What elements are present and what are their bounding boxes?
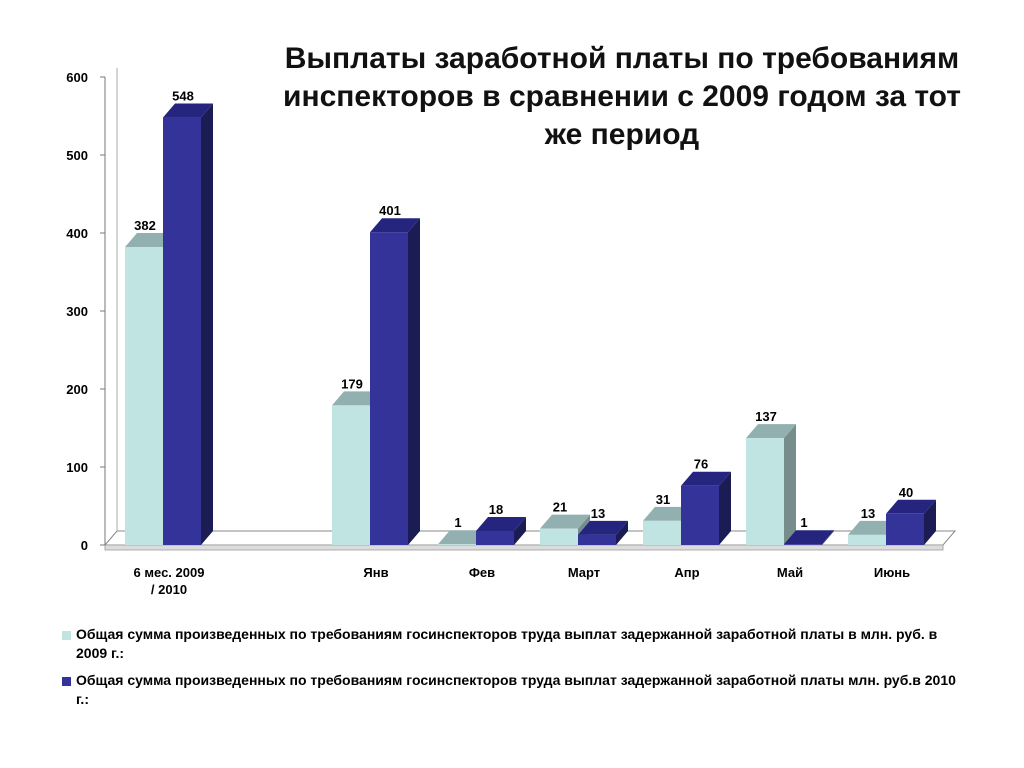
legend-label-2010: Общая сумма произведенных по требованиям… bbox=[76, 672, 956, 707]
category-label: 6 мес. 2009 bbox=[134, 565, 205, 580]
data-label: 1 bbox=[800, 515, 807, 530]
bar bbox=[848, 534, 886, 545]
bar bbox=[784, 544, 822, 545]
data-label: 1 bbox=[454, 515, 461, 530]
category-label: Фев bbox=[469, 565, 495, 580]
bar-top bbox=[784, 530, 834, 545]
bar bbox=[746, 438, 784, 545]
bar bbox=[681, 485, 719, 545]
bar-side bbox=[616, 520, 628, 545]
bar-top bbox=[886, 499, 936, 514]
bar-top bbox=[438, 530, 488, 545]
y-tick-label: 100 bbox=[66, 460, 88, 475]
category-label: Янв bbox=[363, 565, 388, 580]
y-tick-label: 300 bbox=[66, 304, 88, 319]
legend-swatch-2009 bbox=[62, 631, 71, 640]
category-label: Март bbox=[568, 565, 600, 580]
bar bbox=[370, 232, 408, 545]
chart-title: Выплаты заработной платы по требованиям … bbox=[283, 42, 961, 151]
category-label: Июнь bbox=[874, 565, 910, 580]
bar-top bbox=[578, 520, 628, 535]
bar-side bbox=[408, 218, 420, 545]
y-tick-label: 400 bbox=[66, 226, 88, 241]
bar bbox=[163, 117, 201, 545]
y-tick-label: 500 bbox=[66, 148, 88, 163]
bar bbox=[886, 513, 924, 545]
bar bbox=[125, 247, 163, 546]
bar bbox=[476, 530, 514, 545]
bar bbox=[332, 405, 370, 545]
bar-top bbox=[643, 506, 693, 521]
category-label: / 2010 bbox=[151, 582, 187, 597]
data-label: 137 bbox=[755, 409, 777, 424]
bar-top bbox=[476, 516, 526, 531]
data-label: 382 bbox=[134, 218, 156, 233]
floor-edge bbox=[104, 544, 944, 551]
bar-top bbox=[163, 103, 213, 118]
legend-item-2010: Общая сумма произведенных по требованиям… bbox=[62, 671, 962, 711]
bar bbox=[643, 520, 681, 545]
category-label: Май bbox=[777, 565, 803, 580]
category-label: Апр bbox=[674, 565, 699, 580]
data-label: 31 bbox=[656, 492, 670, 507]
bar-top bbox=[848, 520, 898, 535]
data-label: 18 bbox=[489, 502, 503, 517]
bar-top bbox=[332, 391, 382, 406]
data-label: 548 bbox=[172, 89, 194, 104]
y-tick-label: 0 bbox=[81, 538, 88, 553]
data-label: 401 bbox=[379, 203, 401, 218]
bar-side bbox=[822, 530, 834, 545]
bar-side bbox=[924, 499, 936, 545]
bar-top bbox=[125, 233, 175, 248]
bar-side bbox=[201, 103, 213, 545]
y-tick-label: 600 bbox=[66, 70, 88, 85]
bar bbox=[540, 528, 578, 545]
bar-top bbox=[681, 471, 731, 486]
data-label: 13 bbox=[861, 506, 875, 521]
data-label: 40 bbox=[899, 485, 913, 500]
data-label: 13 bbox=[591, 506, 605, 521]
bar-side bbox=[514, 516, 526, 545]
legend-swatch-2010 bbox=[62, 677, 71, 686]
bar-top bbox=[370, 218, 420, 233]
data-label: 76 bbox=[694, 457, 708, 472]
bar bbox=[438, 544, 476, 545]
data-label: 21 bbox=[553, 500, 567, 515]
bar-top bbox=[540, 514, 590, 529]
bar-side bbox=[719, 471, 731, 545]
bar-side bbox=[784, 424, 796, 545]
legend-label-2009: Общая сумма произведенных по требованиям… bbox=[76, 626, 938, 661]
y-tick-label: 200 bbox=[66, 382, 88, 397]
data-label: 179 bbox=[341, 376, 363, 391]
legend-item-2009: Общая сумма произведенных по требованиям… bbox=[62, 625, 962, 665]
bar-top bbox=[746, 424, 796, 439]
bar bbox=[578, 534, 616, 545]
